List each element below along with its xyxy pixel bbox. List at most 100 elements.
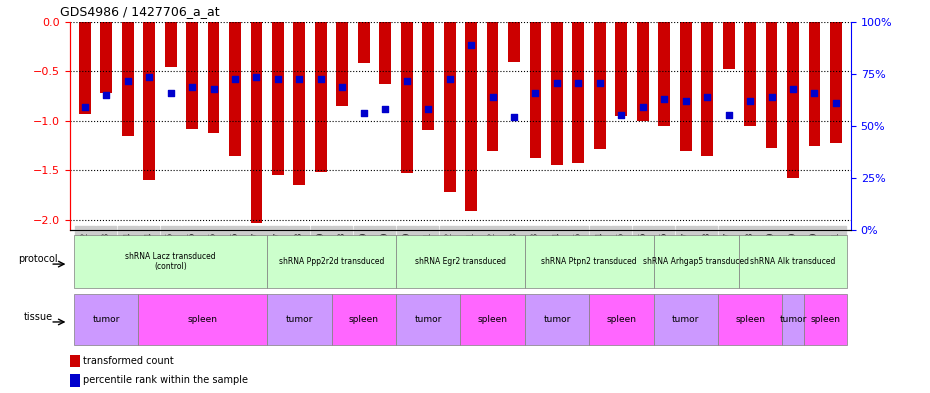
Bar [508, 22, 520, 62]
Text: shRNA Lacz transduced
(control): shRNA Lacz transduced (control) [126, 252, 216, 271]
Bar [143, 22, 155, 180]
Bar [74, 294, 139, 345]
Bar [525, 294, 589, 345]
Point [592, 80, 607, 86]
Bar [122, 22, 134, 136]
Point [442, 76, 457, 82]
Point [635, 104, 650, 110]
Point [271, 76, 286, 82]
Bar [723, 22, 735, 69]
Bar [654, 294, 718, 345]
Text: spleen: spleen [349, 315, 379, 324]
Text: tumor: tumor [286, 315, 313, 324]
Point [120, 78, 135, 84]
Bar [744, 22, 756, 126]
Text: shRNA Ppp2r2d transduced: shRNA Ppp2r2d transduced [279, 257, 384, 266]
Bar [100, 22, 113, 93]
Bar [139, 294, 267, 345]
Bar [294, 22, 305, 185]
Bar [165, 22, 177, 67]
Bar [207, 22, 219, 133]
Bar [616, 22, 627, 116]
Bar [486, 22, 498, 151]
Point [292, 76, 307, 82]
Bar [654, 235, 739, 288]
Point [678, 98, 693, 104]
Bar [229, 22, 241, 156]
Point [228, 76, 243, 82]
Bar [701, 22, 713, 156]
Text: tissue: tissue [24, 312, 53, 321]
Bar [79, 22, 90, 114]
Point [571, 80, 586, 86]
Bar [396, 294, 460, 345]
Point [185, 84, 200, 90]
Point [141, 74, 156, 80]
Bar [589, 294, 654, 345]
Point [550, 80, 565, 86]
Bar [529, 22, 541, 158]
Point [77, 104, 92, 110]
Bar [267, 294, 332, 345]
Bar [250, 22, 262, 223]
Bar [401, 22, 413, 173]
Point [743, 98, 758, 104]
Point [699, 94, 714, 100]
Text: tumor: tumor [415, 315, 442, 324]
Bar [787, 22, 799, 178]
Bar [70, 355, 79, 367]
Point [313, 76, 328, 82]
Text: GDS4986 / 1427706_a_at: GDS4986 / 1427706_a_at [60, 5, 220, 18]
Bar [594, 22, 605, 149]
Bar [337, 22, 348, 106]
Bar [782, 294, 804, 345]
Text: tumor: tumor [93, 315, 120, 324]
Bar [74, 235, 267, 288]
Bar [739, 235, 846, 288]
Bar [272, 22, 284, 175]
Bar [551, 22, 563, 165]
Bar [804, 294, 846, 345]
Text: spleen: spleen [810, 315, 840, 324]
Text: shRNA Alk transduced: shRNA Alk transduced [751, 257, 836, 266]
Bar [658, 22, 671, 126]
Point [807, 90, 822, 96]
Text: spleen: spleen [477, 315, 508, 324]
Text: shRNA Ptpn2 transduced: shRNA Ptpn2 transduced [541, 257, 637, 266]
Text: transformed count: transformed count [84, 356, 174, 366]
Point [335, 84, 350, 90]
Bar [808, 22, 820, 145]
Text: protocol: protocol [19, 253, 59, 264]
Bar [358, 22, 369, 63]
Point [206, 86, 221, 92]
Point [614, 112, 629, 118]
Bar [680, 22, 692, 151]
Point [528, 90, 543, 96]
Point [420, 106, 435, 112]
Bar [718, 294, 782, 345]
Text: tumor: tumor [779, 315, 806, 324]
Bar [525, 235, 654, 288]
Text: tumor: tumor [672, 315, 699, 324]
Text: shRNA Arhgap5 transduced: shRNA Arhgap5 transduced [644, 257, 750, 266]
Bar [186, 22, 198, 129]
Bar [379, 22, 392, 84]
Text: tumor: tumor [543, 315, 571, 324]
Point [163, 90, 178, 96]
Point [464, 42, 479, 49]
Point [249, 74, 264, 80]
Bar [422, 22, 434, 130]
Bar [765, 22, 777, 148]
Text: shRNA Egr2 transduced: shRNA Egr2 transduced [415, 257, 506, 266]
Point [829, 100, 844, 106]
Bar [70, 375, 79, 387]
Point [721, 112, 736, 118]
Point [356, 110, 371, 116]
Bar [573, 22, 584, 163]
Bar [396, 235, 525, 288]
Bar [267, 235, 396, 288]
Point [485, 94, 500, 100]
Point [99, 92, 113, 98]
Bar [465, 22, 477, 211]
Point [786, 86, 801, 92]
